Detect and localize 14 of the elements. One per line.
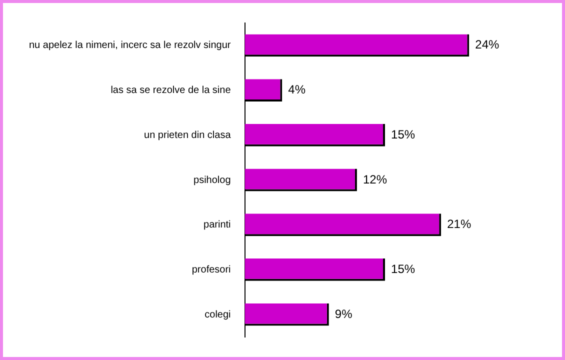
y-tick-label: nu apelez la nimeni, incerc sa le rezolv singur: [28, 40, 232, 52]
data-label: 24%: [475, 38, 500, 52]
data-label: 15%: [391, 262, 416, 276]
data-label: 12%: [362, 172, 388, 186]
y-tick-label: parinti: [204, 220, 231, 231]
y-tick-label: psiholog: [194, 174, 231, 186]
data-label: 4%: [288, 82, 306, 97]
data-label: 21%: [447, 217, 472, 232]
y-tick-label: profesori: [192, 264, 231, 276]
y-tick-label: las sa se rezolve de la sine: [110, 85, 232, 96]
data-label: 15%: [391, 127, 416, 142]
y-tick-label: colegi: [204, 309, 231, 320]
y-tick-label: un prieten din clasa: [144, 130, 232, 141]
data-label: 9%: [334, 306, 353, 321]
